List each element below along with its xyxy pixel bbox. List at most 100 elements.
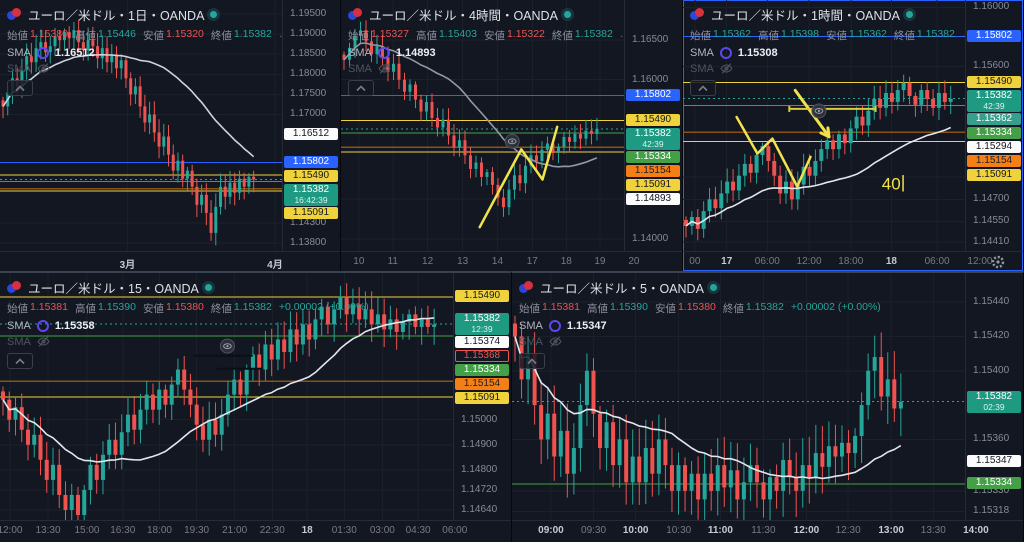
price-label: 1.15294 <box>967 141 1021 154</box>
legend-collapse-button[interactable] <box>7 353 33 369</box>
time-label: 17 <box>526 256 538 267</box>
time-label: 11 <box>387 256 398 267</box>
axis-tick: 1.13800 <box>290 236 327 248</box>
price-label: 1.15154 <box>455 377 509 390</box>
time-label: 01:30 <box>331 525 357 536</box>
chart-pane[interactable]: 40 ユーロ／米ドル・1時間・OANDA 始値 1.15362 高値 1.15398… <box>683 0 965 251</box>
time-label: 10 <box>353 256 365 267</box>
chart-eurusd-1h[interactable]: 40 ユーロ／米ドル・1時間・OANDA 始値 1.15362 高値 1.15398… <box>683 0 1024 271</box>
chart-pane[interactable]: ユーロ／米ドル・15・OANDA 始値 1.15381 高値 1.15390 安値 1… <box>0 273 453 520</box>
axis-tick: 1.16000 <box>973 1 1010 13</box>
candlestick-plot <box>512 273 965 520</box>
chevron-up-icon <box>698 84 708 91</box>
time-label: 06:00 <box>754 256 780 267</box>
time-label: 06:00 <box>924 256 950 267</box>
time-label: 04:30 <box>405 525 431 536</box>
axis-tick: 1.14720 <box>461 483 498 495</box>
time-label: 19:30 <box>184 525 210 536</box>
time-label: 17 <box>721 256 733 267</box>
axis-tick: 1.19500 <box>290 8 327 20</box>
price-axis[interactable]: 1.19500 1.19000 1.18500 1.18000 1.17500 1.170… <box>282 0 340 251</box>
chart-pane[interactable]: ユーロ／米ドル・4時間・OANDA 始値 1.15327 高値 1.15403 安値… <box>341 0 624 251</box>
time-label: 21:00 <box>222 525 248 536</box>
chart-pane[interactable]: ユーロ／米ドル・1日・OANDA 始値 1.15380 高値 1.15446 安値 1… <box>0 0 282 251</box>
chevron-up-icon <box>15 84 25 91</box>
svg-text:40: 40 <box>882 175 901 194</box>
time-label: 14 <box>491 256 504 267</box>
time-label: 13:30 <box>920 525 946 536</box>
time-label: 18 <box>301 525 313 536</box>
chevron-up-icon <box>15 357 25 364</box>
time-label: 00 <box>689 256 701 267</box>
price-axis[interactable]: 1.160001.156001.148501.147001.145501.144… <box>965 0 1023 251</box>
settings-gear-icon[interactable] <box>991 255 1005 271</box>
axis-tick: 1.15318 <box>973 505 1010 517</box>
price-label: 1.15347 <box>967 455 1021 468</box>
time-label: 12:00 <box>796 256 822 267</box>
chevron-up-icon <box>527 357 537 364</box>
time-label: 11:30 <box>751 525 776 536</box>
time-label: 4月 <box>267 260 283 271</box>
time-axis[interactable]: 3月 4月 <box>0 251 340 271</box>
price-label: 1.15334 <box>967 477 1021 490</box>
price-label: 1.15382 02:39 <box>967 390 1021 413</box>
axis-tick: 1.14550 <box>973 215 1010 227</box>
axis-tick: 1.14000 <box>632 233 669 245</box>
price-label: 1.15802 <box>284 156 338 169</box>
price-label: 1.15091 <box>626 178 680 191</box>
axis-tick: 1.14640 <box>461 503 498 515</box>
time-label: 12:00 <box>793 525 820 536</box>
legend-collapse-button[interactable] <box>519 353 545 369</box>
time-label: 22:30 <box>259 525 285 536</box>
time-label: 10:00 <box>622 525 649 536</box>
time-label: 12:00 <box>0 525 23 536</box>
time-label: 18 <box>560 256 572 267</box>
candlestick-plot <box>0 0 282 251</box>
axis-tick: 1.18500 <box>290 48 327 60</box>
chart-eurusd-4h[interactable]: ユーロ／米ドル・4時間・OANDA 始値 1.15327 高値 1.15403 安値… <box>341 0 683 271</box>
price-label: 1.15334 <box>967 127 1021 140</box>
axis-tick: 1.14300 <box>290 216 327 228</box>
legend-collapse-button[interactable] <box>690 80 716 96</box>
price-label: 1.15490 <box>967 76 1021 89</box>
time-label: 18:00 <box>838 256 864 267</box>
price-label: 1.16512 <box>284 127 338 140</box>
price-label: 1.15490 <box>455 290 509 303</box>
price-axis[interactable]: 1.15000 1.14900 1.14800 1.14720 1.14640 1.154… <box>453 273 511 520</box>
price-axis[interactable]: 1.165001.160001.145001.140001.158021.154… <box>624 0 682 251</box>
chart-eurusd-15m[interactable]: ユーロ／米ドル・15・OANDA 始値 1.15381 高値 1.15390 安値 1… <box>0 271 512 542</box>
time-label: 14:00 <box>963 525 989 536</box>
chart-eurusd-1d[interactable]: ユーロ／米ドル・1日・OANDA 始値 1.15380 高値 1.15446 安値 1… <box>0 0 341 271</box>
price-label: 1.15382 16:42:39 <box>284 184 338 207</box>
price-label: 1.15091 <box>967 169 1021 182</box>
price-label: 1.15374 <box>455 335 509 348</box>
price-label: 1.15154 <box>626 164 680 177</box>
axis-tick: 1.14900 <box>461 438 498 450</box>
time-axis[interactable]: 00 17 06:00 12:00 18:00 18 06:00 12:00 <box>683 251 1023 271</box>
legend-collapse-button[interactable] <box>7 80 33 96</box>
time-label: 11:00 <box>707 525 733 536</box>
chart-eurusd-5m[interactable]: ユーロ／米ドル・5・OANDA 始値 1.15381 高値 1.15390 安値 1.… <box>512 271 1024 542</box>
time-label: 3月 <box>119 260 136 271</box>
time-label: 10:30 <box>666 525 692 536</box>
axis-tick: 1.15000 <box>461 413 498 425</box>
price-label: 1.14893 <box>626 192 680 205</box>
time-axis[interactable]: 12:00 13:30 15:00 16:30 18:00 19:30 21:00 22:30… <box>0 520 511 542</box>
chart-pane[interactable]: ユーロ／米ドル・5・OANDA 始値 1.15381 高値 1.15390 安値 1.… <box>512 273 965 520</box>
time-label: 13:30 <box>35 525 61 536</box>
time-label: 09:00 <box>538 525 564 536</box>
time-label: 12:30 <box>835 525 861 536</box>
time-label: 16:30 <box>110 525 136 536</box>
axis-tick: 1.16000 <box>632 73 669 85</box>
axis-tick: 1.17000 <box>290 108 327 120</box>
time-axis[interactable]: 09:00 09:30 10:00 10:30 11:00 11:30 12:00 12:30… <box>512 520 1023 542</box>
axis-tick: 1.14800 <box>461 463 498 475</box>
time-label: 09:30 <box>581 525 607 536</box>
legend-collapse-button[interactable] <box>348 80 374 96</box>
time-label: 06:00 <box>442 525 468 536</box>
price-label: 1.15334 <box>626 150 680 163</box>
price-axis[interactable]: 1.15440 1.15420 1.15400 1.15360 1.15330 1.153… <box>965 273 1023 520</box>
axis-tick: 1.14700 <box>973 193 1010 205</box>
time-axis[interactable]: 10 11 12 13 14 17 18 19 20 <box>341 251 682 271</box>
